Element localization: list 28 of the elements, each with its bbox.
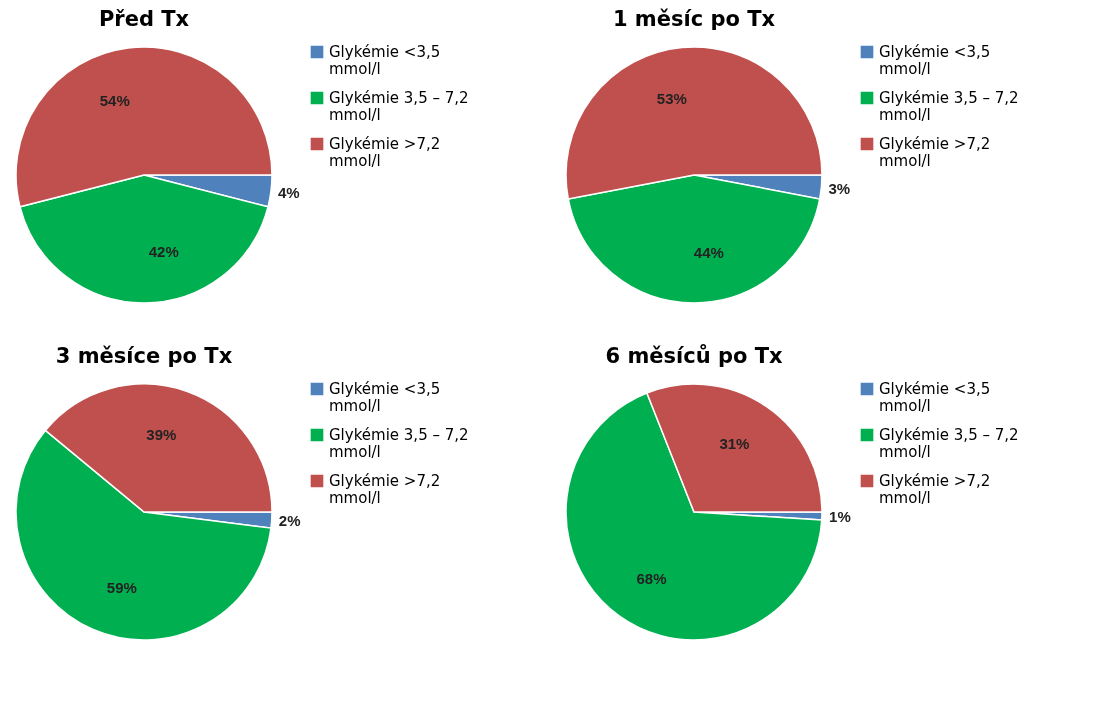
legend-label: Glykémie >7,2 mmol/l <box>879 135 991 170</box>
data-label: 1% <box>829 507 851 525</box>
legend-label: Glykémie <3,5 mmol/l <box>879 43 991 78</box>
chart-title: 6 měsíců po Tx <box>605 344 783 368</box>
legend-label: Glykémie 3,5 – 7,2 mmol/l <box>879 89 1019 124</box>
chart-title: 1 měsíc po Tx <box>612 7 776 31</box>
data-label: 39% <box>146 425 177 443</box>
data-label: 2% <box>278 512 301 530</box>
legend-label: Glykémie 3,5 – 7,2 mmol/l <box>879 426 1019 461</box>
legend-label: Glykémie 3,5 – 7,2 mmol/l <box>329 426 469 461</box>
legend-label: Glykémie <3,5 mmol/l <box>329 380 441 415</box>
data-label: 4% <box>278 184 300 202</box>
data-label: 31% <box>719 434 750 452</box>
data-label: 3% <box>828 179 851 197</box>
data-label: 54% <box>99 92 130 110</box>
data-label: 68% <box>636 570 667 588</box>
legend-label: Glykémie >7,2 mmol/l <box>329 472 441 507</box>
legend-label: Glykémie >7,2 mmol/l <box>879 472 991 507</box>
legend-label: Glykémie <3,5 mmol/l <box>879 380 991 415</box>
legend-label: Glykémie <3,5 mmol/l <box>329 43 441 78</box>
data-label: 53% <box>656 89 687 107</box>
legend-label: Glykémie >7,2 mmol/l <box>329 135 441 170</box>
legend-label: Glykémie 3,5 – 7,2 mmol/l <box>329 89 469 124</box>
data-label: 42% <box>148 242 179 260</box>
chart-title: Před Tx <box>98 7 190 31</box>
data-label: 44% <box>693 243 724 261</box>
chart-title: 3 měsíce po Tx <box>55 344 233 368</box>
data-label: 59% <box>106 579 137 597</box>
